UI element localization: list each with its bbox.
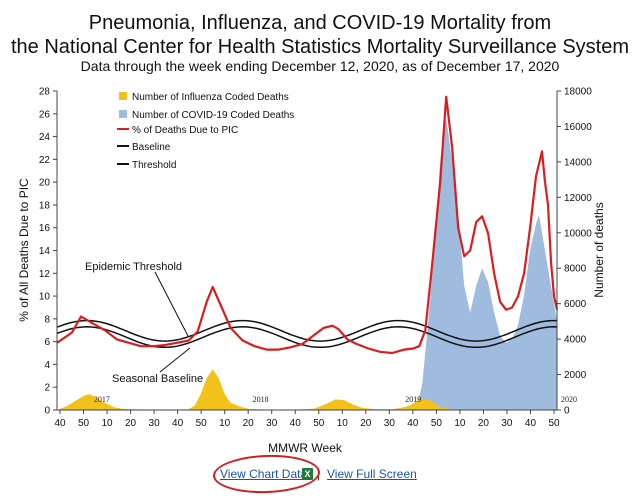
threshold-annotation-pointer [154, 271, 189, 337]
season-label: 2019 [405, 395, 421, 404]
y-left-tick-label: 22 [39, 155, 51, 166]
y-right-tick-label: 10000 [564, 228, 592, 239]
x-tick-label: 30 [266, 418, 278, 429]
y-axis-left-label: % of All Deaths Due to PIC [17, 178, 31, 322]
y-left-tick-label: 6 [44, 337, 50, 348]
x-tick-label: 40 [407, 418, 419, 429]
x-tick-label: 10 [454, 418, 466, 429]
covid-deaths-area-group [410, 117, 557, 410]
x-tick-label: 40 [290, 418, 302, 429]
x-tick-label: 20 [125, 418, 137, 429]
y-right-tick-label: 12000 [564, 193, 592, 204]
legend-swatch-covid [119, 110, 127, 118]
x-tick-label: 50 [78, 418, 90, 429]
link-separator: | [317, 467, 321, 481]
x-axis-label: MMWR Week [268, 441, 343, 455]
y-right-tick-label: 14000 [564, 157, 592, 168]
legend-label-covid: Number of COVID-19 Coded Deaths [132, 110, 294, 121]
epidemic-threshold-label: Epidemic Threshold [85, 261, 182, 273]
chart-title-line2: the National Center for Health Statistic… [10, 36, 630, 58]
covid-deaths-area [410, 117, 557, 410]
y-left-tick-label: 20 [39, 178, 51, 189]
annotations-group: Epidemic Threshold Seasonal Baseline [85, 261, 203, 385]
baseline-annotation-pointer [159, 347, 191, 373]
legend-label-flu: Number of Influenza Coded Deaths [132, 92, 289, 103]
y-left-tick-label: 12 [39, 269, 51, 280]
x-tick-label: 50 [196, 418, 208, 429]
chart-subtitle: Data through the week ending December 12… [80, 58, 560, 74]
season-label: 2018 [253, 395, 269, 404]
x-tick-label: 10 [101, 418, 113, 429]
y-right-tick-label: 0 [564, 406, 570, 417]
season-labels-group: 2017 2018 2019 2020 [94, 395, 577, 404]
legend-label-pic: % of Deaths Due to PIC [132, 125, 238, 136]
pic-percent-line [56, 95, 559, 355]
legend-label-baseline: Baseline [132, 142, 171, 153]
y-left-tick-label: 16 [39, 223, 51, 234]
y-left-tick-label: 0 [44, 406, 50, 417]
view-chart-data-link[interactable]: View Chart Data [220, 467, 308, 481]
x-tick-label: 30 [149, 418, 161, 429]
y-left-tick-label: 14 [39, 246, 51, 257]
influenza-deaths-area-group [57, 369, 557, 410]
pic-line-group [56, 95, 559, 355]
tick-labels-group: 0246810121416182022242628020004000600080… [39, 87, 592, 430]
x-tick-label: 40 [54, 418, 66, 429]
x-tick-label: 30 [501, 418, 513, 429]
x-tick-label: 30 [384, 418, 396, 429]
legend: Number of Influenza Coded Deaths Number … [117, 92, 294, 171]
x-tick-label: 10 [219, 418, 231, 429]
seasonal-baseline-label: Seasonal Baseline [112, 373, 203, 385]
y-right-tick-label: 6000 [564, 299, 587, 310]
y-axis-right-label: Number of deaths [592, 202, 606, 297]
x-tick-label: 10 [337, 418, 349, 429]
y-left-tick-label: 28 [39, 87, 51, 98]
x-tick-label: 20 [243, 418, 255, 429]
influenza-deaths-area [57, 369, 557, 410]
y-left-tick-label: 26 [39, 109, 51, 120]
x-tick-label: 40 [172, 418, 184, 429]
legend-label-threshold: Threshold [132, 160, 176, 171]
x-tick-label: 50 [313, 418, 325, 429]
x-tick-label: 20 [360, 418, 372, 429]
y-right-tick-label: 4000 [564, 335, 587, 346]
excel-icon[interactable]: X [302, 468, 313, 480]
seasonal-baseline-line [56, 326, 558, 349]
chart-title: Pneumonia, Influenza, and COVID-19 Morta… [88, 12, 552, 34]
y-left-tick-label: 2 [44, 383, 50, 394]
y-left-tick-label: 4 [44, 360, 50, 371]
view-full-screen-link[interactable]: View Full Screen [327, 467, 417, 481]
y-right-tick-label: 2000 [564, 370, 587, 381]
legend-swatch-flu [119, 92, 127, 100]
y-right-tick-label: 8000 [564, 264, 587, 275]
season-label: 2017 [94, 395, 110, 404]
x-tick-label: 50 [548, 418, 560, 429]
y-left-tick-label: 10 [39, 292, 51, 303]
x-tick-label: 50 [431, 418, 443, 429]
y-right-tick-label: 16000 [564, 122, 592, 133]
y-left-tick-label: 24 [39, 132, 51, 143]
y-left-tick-label: 18 [39, 200, 51, 211]
x-tick-label: 40 [525, 418, 537, 429]
y-left-tick-label: 8 [44, 314, 50, 325]
x-tick-label: 20 [478, 418, 490, 429]
season-label: 2020 [561, 395, 577, 404]
y-right-tick-label: 18000 [564, 87, 592, 98]
